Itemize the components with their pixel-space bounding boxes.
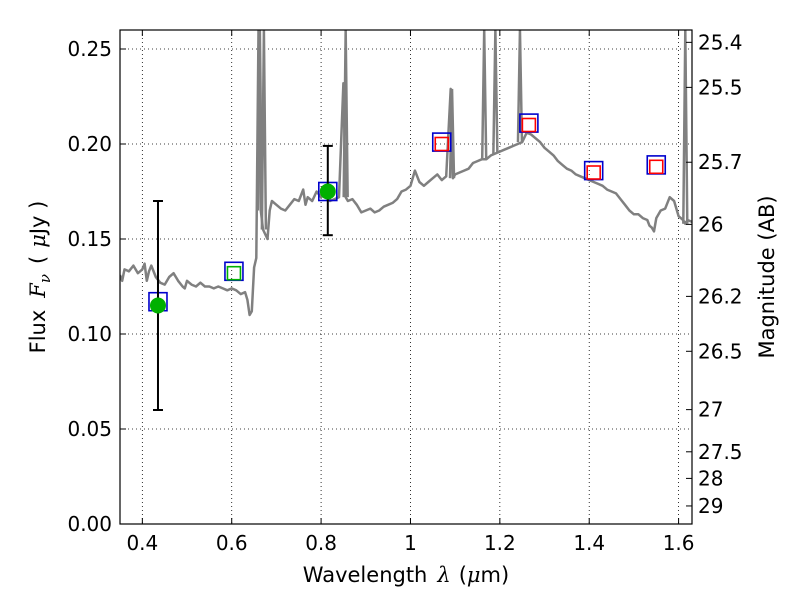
y-tick-label: 0.25 <box>67 37 112 61</box>
emission-line <box>492 30 499 154</box>
y-axis-label: FluxFν(μJy ) <box>26 201 54 354</box>
emission-line <box>480 30 488 160</box>
right-tick-label: 25.7 <box>698 150 743 174</box>
y-tick-label: 0.20 <box>67 132 112 156</box>
red-open-square-marker <box>434 136 450 152</box>
y-tick-label: 0.00 <box>67 512 112 536</box>
plot-frame <box>119 29 693 525</box>
green-open-square-marker <box>226 265 242 281</box>
emission-line <box>682 30 689 224</box>
right-tick-label: 27.5 <box>698 440 743 464</box>
red-open-square-marker <box>586 165 601 180</box>
x-tick-label: 0.4 <box>126 531 158 555</box>
x-axis: 0.4 0.6 0.8 1 1.2 1.4 1.6 <box>126 30 695 555</box>
x-tick-label: 1.2 <box>484 531 516 555</box>
emission-line <box>342 30 349 198</box>
right-tick-label: 25.4 <box>698 30 743 54</box>
right-tick-label: 29 <box>698 494 723 518</box>
x-tick-label: 0.8 <box>305 531 337 555</box>
x-tick-label: 1 <box>404 531 417 555</box>
y-axis: 0.00 0.05 0.10 0.15 0.20 0.25 <box>67 37 126 536</box>
right-tick-label: 26 <box>698 212 723 236</box>
emission-line <box>256 30 264 211</box>
x-tick-label: 1.6 <box>663 531 695 555</box>
photometry-point <box>149 297 166 314</box>
x-tick-label: 1.4 <box>573 531 605 555</box>
right-tick-label: 26.5 <box>698 339 743 363</box>
emission-line <box>260 30 268 230</box>
x-axis-label: Wavelength λ (μm) <box>303 563 509 587</box>
photometry-point <box>319 183 336 200</box>
right-tick-label: 25.5 <box>698 75 743 99</box>
right-tick-label: 27 <box>698 398 723 422</box>
right-axis: 25.4 25.5 25.7 26 26.2 26.5 27 27.528 29 <box>686 30 743 518</box>
y-tick-label: 0.15 <box>67 227 112 251</box>
x-tick-label: 0.6 <box>216 531 248 555</box>
emission-line <box>516 30 524 143</box>
right-tick-label: 26.2 <box>698 284 743 308</box>
y-tick-label: 0.05 <box>67 417 112 441</box>
spectrum-line <box>120 30 692 317</box>
right-tick-label: 28 <box>698 466 723 490</box>
red-open-square-marker <box>521 117 537 133</box>
right-axis-label: Magnitude (AB) <box>755 195 779 358</box>
plot-area <box>120 30 692 524</box>
red-open-square-marker <box>648 159 664 175</box>
marker-layer <box>148 113 667 411</box>
y-tick-label: 0.10 <box>67 322 112 346</box>
